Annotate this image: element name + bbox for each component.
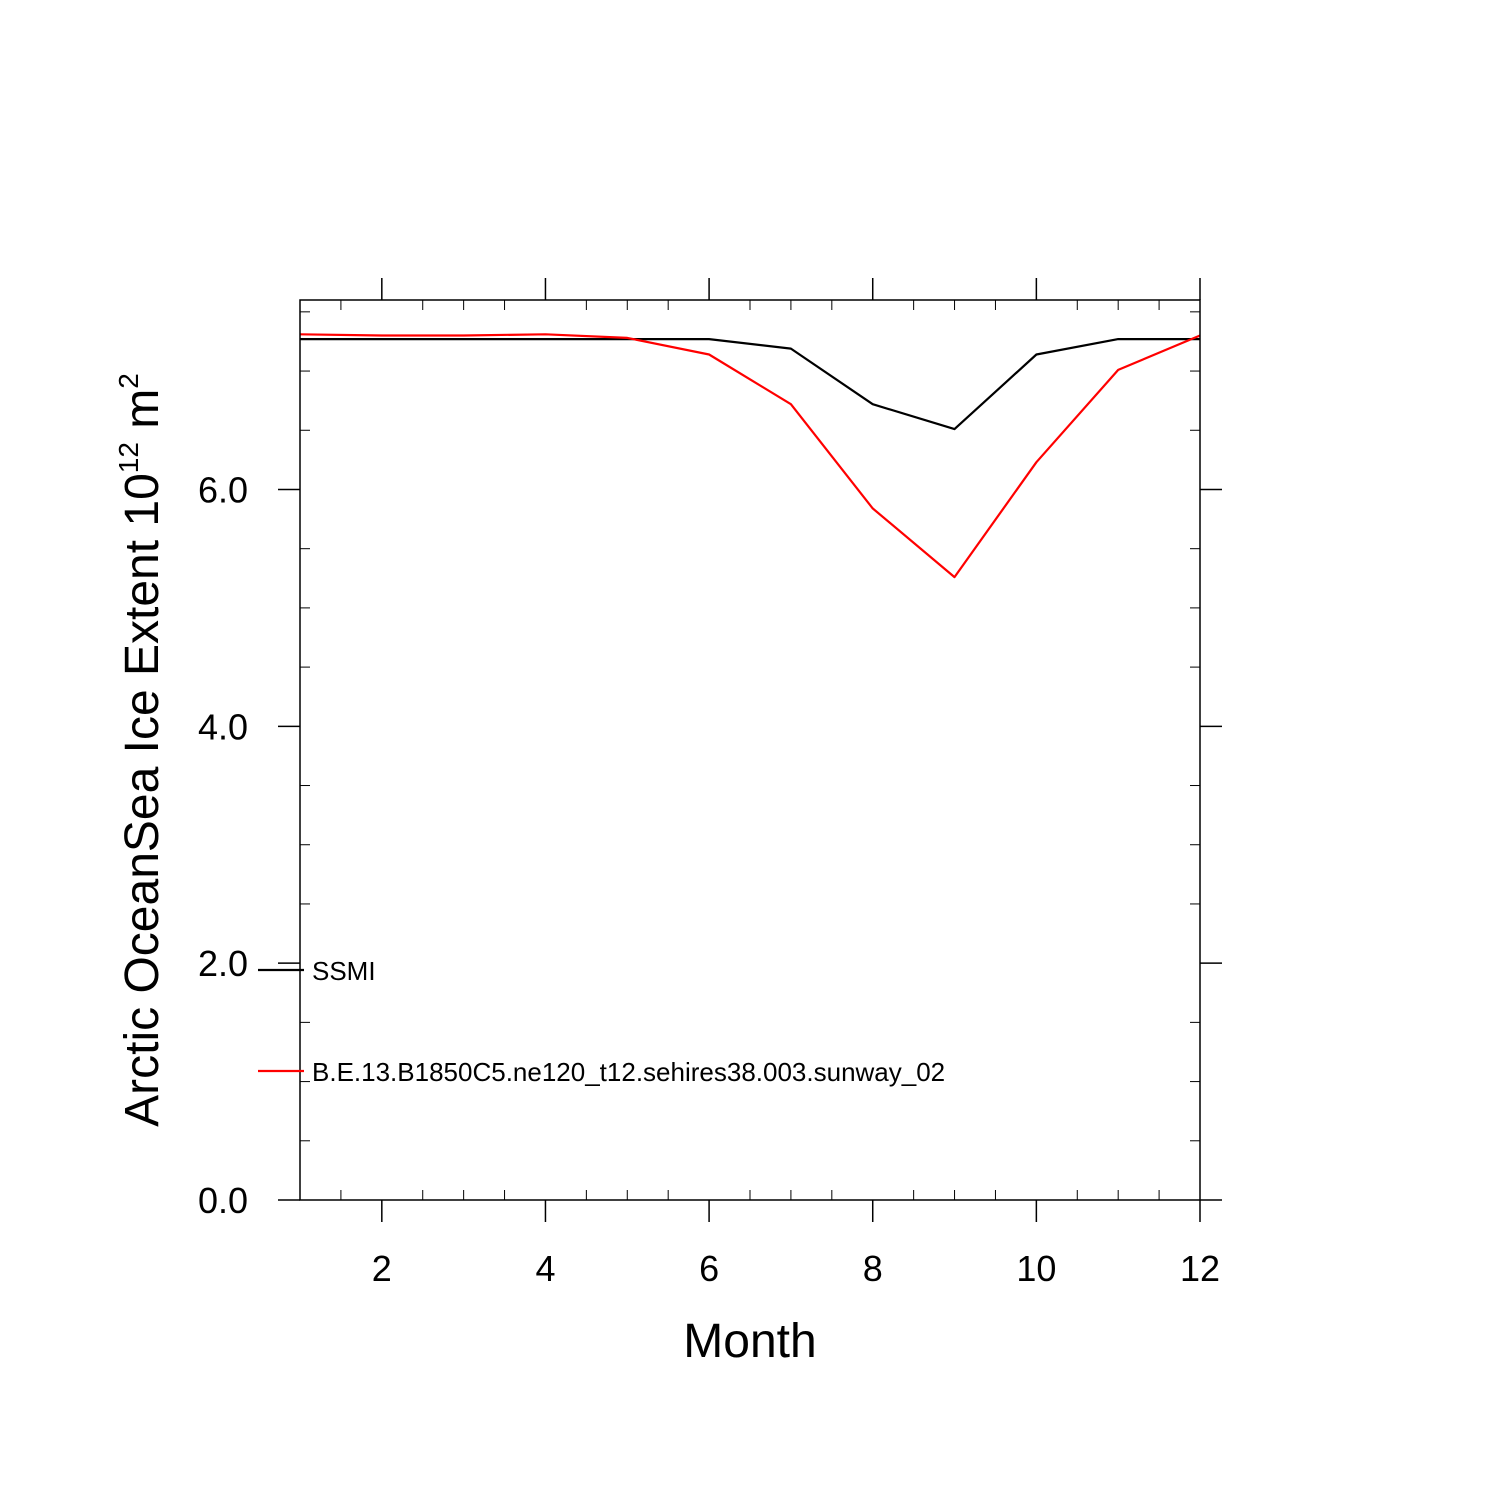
y-axis-label-unit-exponent: 2 xyxy=(113,373,144,389)
x-tick-label: 8 xyxy=(863,1248,883,1289)
series-line-1 xyxy=(300,338,1200,431)
x-tick-label: 12 xyxy=(1180,1248,1220,1289)
legend: SSMI B.E.13.B1850C5.ne120_t12.sehires38.0… xyxy=(258,956,945,1087)
y-tick-label: 0.0 xyxy=(198,1180,248,1221)
y-axis-label-exponent: 12 xyxy=(113,442,144,473)
x-tick-label: 6 xyxy=(699,1248,719,1289)
x-axis-label: Month xyxy=(683,1315,816,1368)
series-lines xyxy=(299,333,1201,579)
y-tick-label: 2.0 xyxy=(198,943,248,984)
y-axis-label-main: Arctic OceanSea Ice Extent 10 xyxy=(116,473,169,1127)
minor-ticks xyxy=(299,300,1200,1200)
series-line-2 xyxy=(299,333,1201,579)
y-tick-label: 4.0 xyxy=(198,706,248,747)
y-axis-label: Arctic OceanSea Ice Extent 1012 m2 xyxy=(113,373,169,1127)
major-ticks xyxy=(278,278,1222,1222)
x-tick-label: 10 xyxy=(1016,1248,1056,1289)
plot-frame xyxy=(299,299,1201,1201)
x-tick-label: 4 xyxy=(535,1248,555,1289)
y-tick-label: 6.0 xyxy=(198,469,248,510)
x-tick-label: 2 xyxy=(372,1248,392,1289)
y-axis-label-unit: m xyxy=(116,389,169,442)
legend-label-2: B.E.13.B1850C5.ne120_t12.sehires38.003.s… xyxy=(312,1057,945,1087)
tick-labels: 2 4 6 8 10 12 0.0 2.0 4.0 6.0 xyxy=(198,469,1220,1289)
legend-label-1: SSMI xyxy=(312,956,376,986)
